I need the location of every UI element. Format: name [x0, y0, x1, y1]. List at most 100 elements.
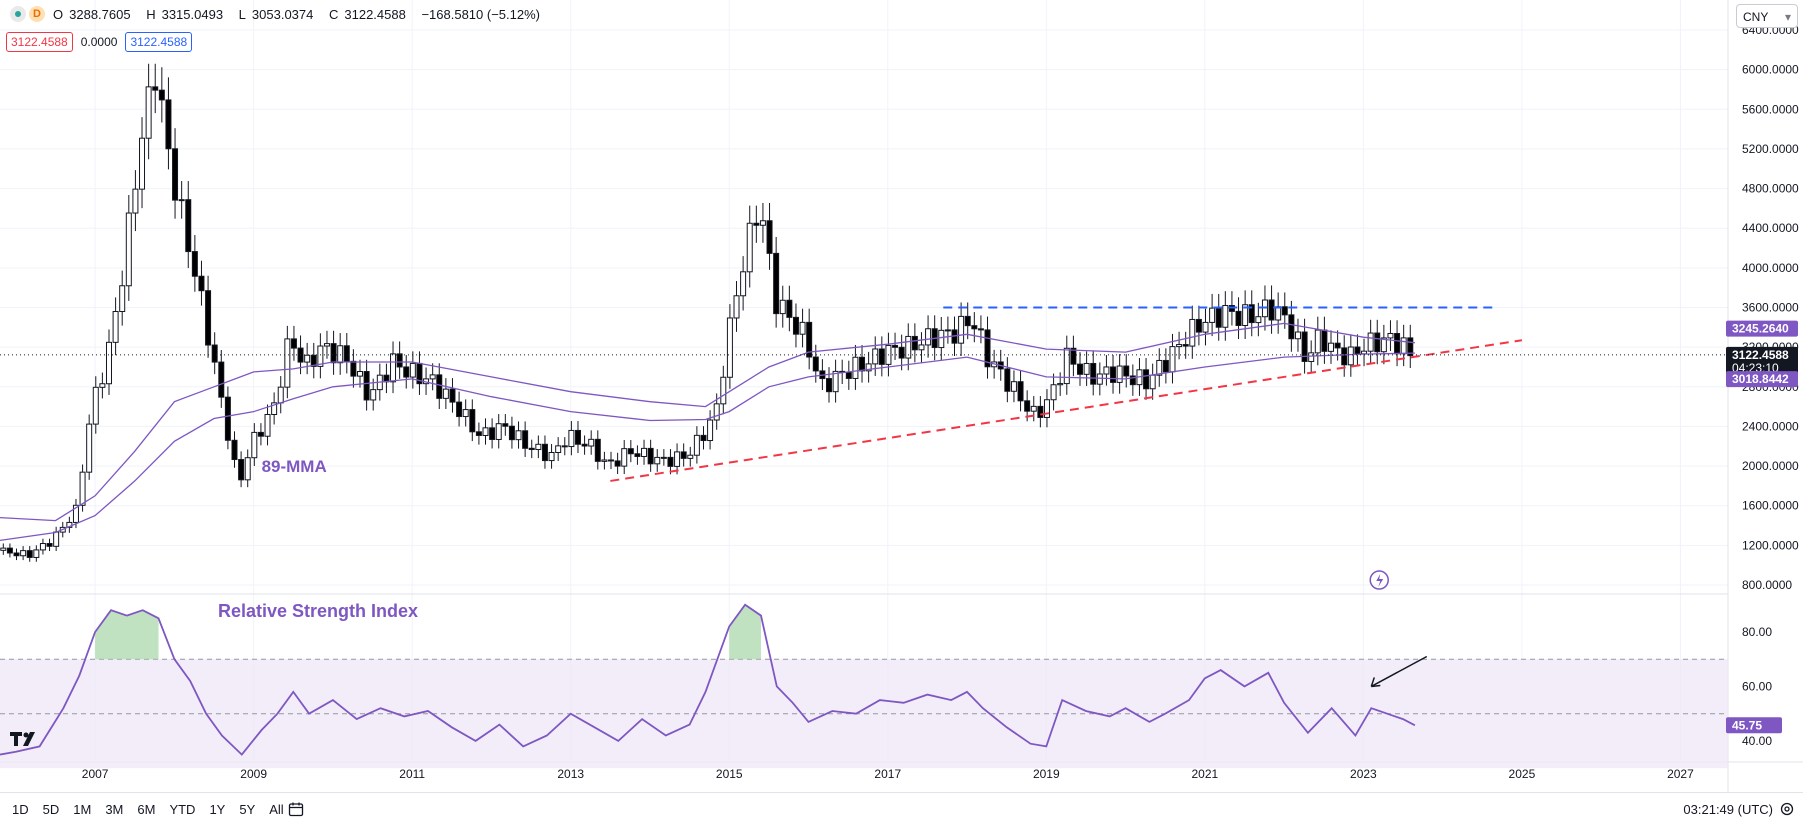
candle-body — [238, 459, 245, 481]
range-ytd[interactable]: YTD — [169, 802, 196, 817]
ma-line-upper — [0, 322, 1415, 522]
y-tick-label: 4000.0000 — [1742, 261, 1799, 275]
candle-body — [588, 438, 595, 447]
candle-body — [231, 439, 238, 461]
candle-body — [905, 335, 912, 359]
candle-body — [343, 345, 350, 362]
candle-body — [277, 386, 284, 404]
candle-body — [779, 299, 786, 315]
candle-body — [1010, 381, 1017, 392]
sell-price-button[interactable]: 3122.4588 — [6, 32, 73, 52]
candle-body — [1407, 337, 1414, 357]
candle-body — [105, 341, 112, 385]
range-6m[interactable]: 6M — [137, 802, 156, 817]
candle-body — [918, 344, 925, 351]
candle-body — [568, 429, 575, 448]
close-value: 3122.4588 — [344, 6, 406, 22]
candle-body — [601, 459, 608, 462]
range-1y[interactable]: 1Y — [209, 802, 226, 817]
candle-body — [330, 343, 337, 364]
candle-body — [1347, 346, 1354, 366]
candle-body — [198, 275, 205, 292]
y-tick-label: 1600.0000 — [1742, 499, 1799, 513]
rsi-label-bg — [1726, 717, 1782, 734]
candle-body — [984, 329, 991, 368]
x-tick-label: 2019 — [1033, 767, 1060, 781]
candle-body — [1050, 384, 1057, 401]
candle-body — [1301, 331, 1308, 362]
candle-body — [132, 188, 139, 214]
price-label-bg — [1726, 371, 1798, 388]
price-label-bg — [1726, 320, 1798, 337]
goto-date-icon[interactable] — [288, 801, 304, 817]
candle-body — [1116, 365, 1123, 383]
candle-body — [859, 356, 866, 372]
tradingview-logo-icon[interactable] — [10, 732, 44, 746]
candle-body — [502, 423, 509, 427]
utc-clock[interactable]: 03:21:49 (UTC) — [1683, 802, 1773, 817]
candle-body — [86, 423, 93, 473]
candle-body — [1400, 337, 1407, 355]
candle-body — [1070, 347, 1077, 365]
ma-label: 89-MMA — [262, 457, 327, 476]
candle-body — [759, 220, 766, 226]
candle-body — [1235, 310, 1242, 326]
range-5d[interactable]: 5D — [42, 802, 60, 817]
range-all[interactable]: All — [269, 802, 284, 817]
support-trendline — [610, 339, 1523, 482]
candle-body — [799, 321, 806, 335]
open-value: 3288.7605 — [69, 6, 131, 22]
candle-body — [555, 445, 562, 454]
candle-body — [244, 457, 251, 481]
price-chart[interactable]: 800.0000 1200.0000 1600.0000 2000.0000 2400.… — [0, 0, 1803, 792]
candle-body — [812, 356, 819, 372]
candle-body — [594, 438, 601, 462]
candle-body — [713, 403, 720, 421]
candle-body — [1215, 307, 1222, 328]
candle-body — [1103, 366, 1110, 375]
candle-body — [139, 137, 146, 190]
candle-body — [172, 148, 179, 201]
range-1d[interactable]: 1D — [12, 802, 29, 817]
candle-body — [1083, 362, 1090, 375]
candle-body — [469, 409, 476, 433]
price-label: 3122.4588 — [1732, 348, 1789, 362]
candle-body — [284, 338, 291, 388]
candle-body — [26, 550, 33, 558]
candle-body — [1380, 337, 1387, 353]
candle-body — [191, 251, 198, 277]
candle-body — [614, 460, 621, 467]
y-tick-label: 800.0000 — [1742, 578, 1792, 592]
spread-value: 0.0000 — [80, 35, 118, 49]
rsi-title: Relative Strength Index — [218, 601, 418, 621]
candle-body — [1182, 344, 1189, 347]
buy-price-button[interactable]: 3122.4588 — [125, 32, 193, 52]
candle-body — [627, 448, 634, 455]
candle-body — [680, 451, 687, 459]
candle-body — [720, 376, 727, 405]
candle-body — [865, 363, 872, 372]
candle-body — [178, 199, 185, 202]
candle-body — [1341, 347, 1348, 366]
candle-body — [112, 311, 119, 343]
currency-select[interactable]: CNY — [1736, 4, 1798, 29]
range-3m[interactable]: 3M — [105, 802, 124, 817]
price-label-bg — [1726, 346, 1798, 375]
candle-body — [508, 425, 515, 441]
candle-body — [211, 344, 218, 363]
candle-body — [660, 456, 667, 459]
gear-icon[interactable] — [1779, 801, 1795, 817]
candle-body — [1143, 369, 1150, 390]
candle-body — [746, 222, 753, 273]
candle-body — [1222, 305, 1229, 328]
x-tick-label: 2011 — [399, 767, 425, 781]
candle-body — [1110, 366, 1117, 383]
candle-body — [1096, 373, 1103, 385]
candle-body — [1063, 347, 1070, 385]
candle-body — [1176, 344, 1183, 348]
range-1m[interactable]: 1M — [73, 802, 92, 817]
candle-body — [528, 447, 535, 451]
range-5y[interactable]: 5Y — [239, 802, 256, 817]
candle-body — [1374, 332, 1381, 353]
candle-body — [317, 345, 324, 367]
